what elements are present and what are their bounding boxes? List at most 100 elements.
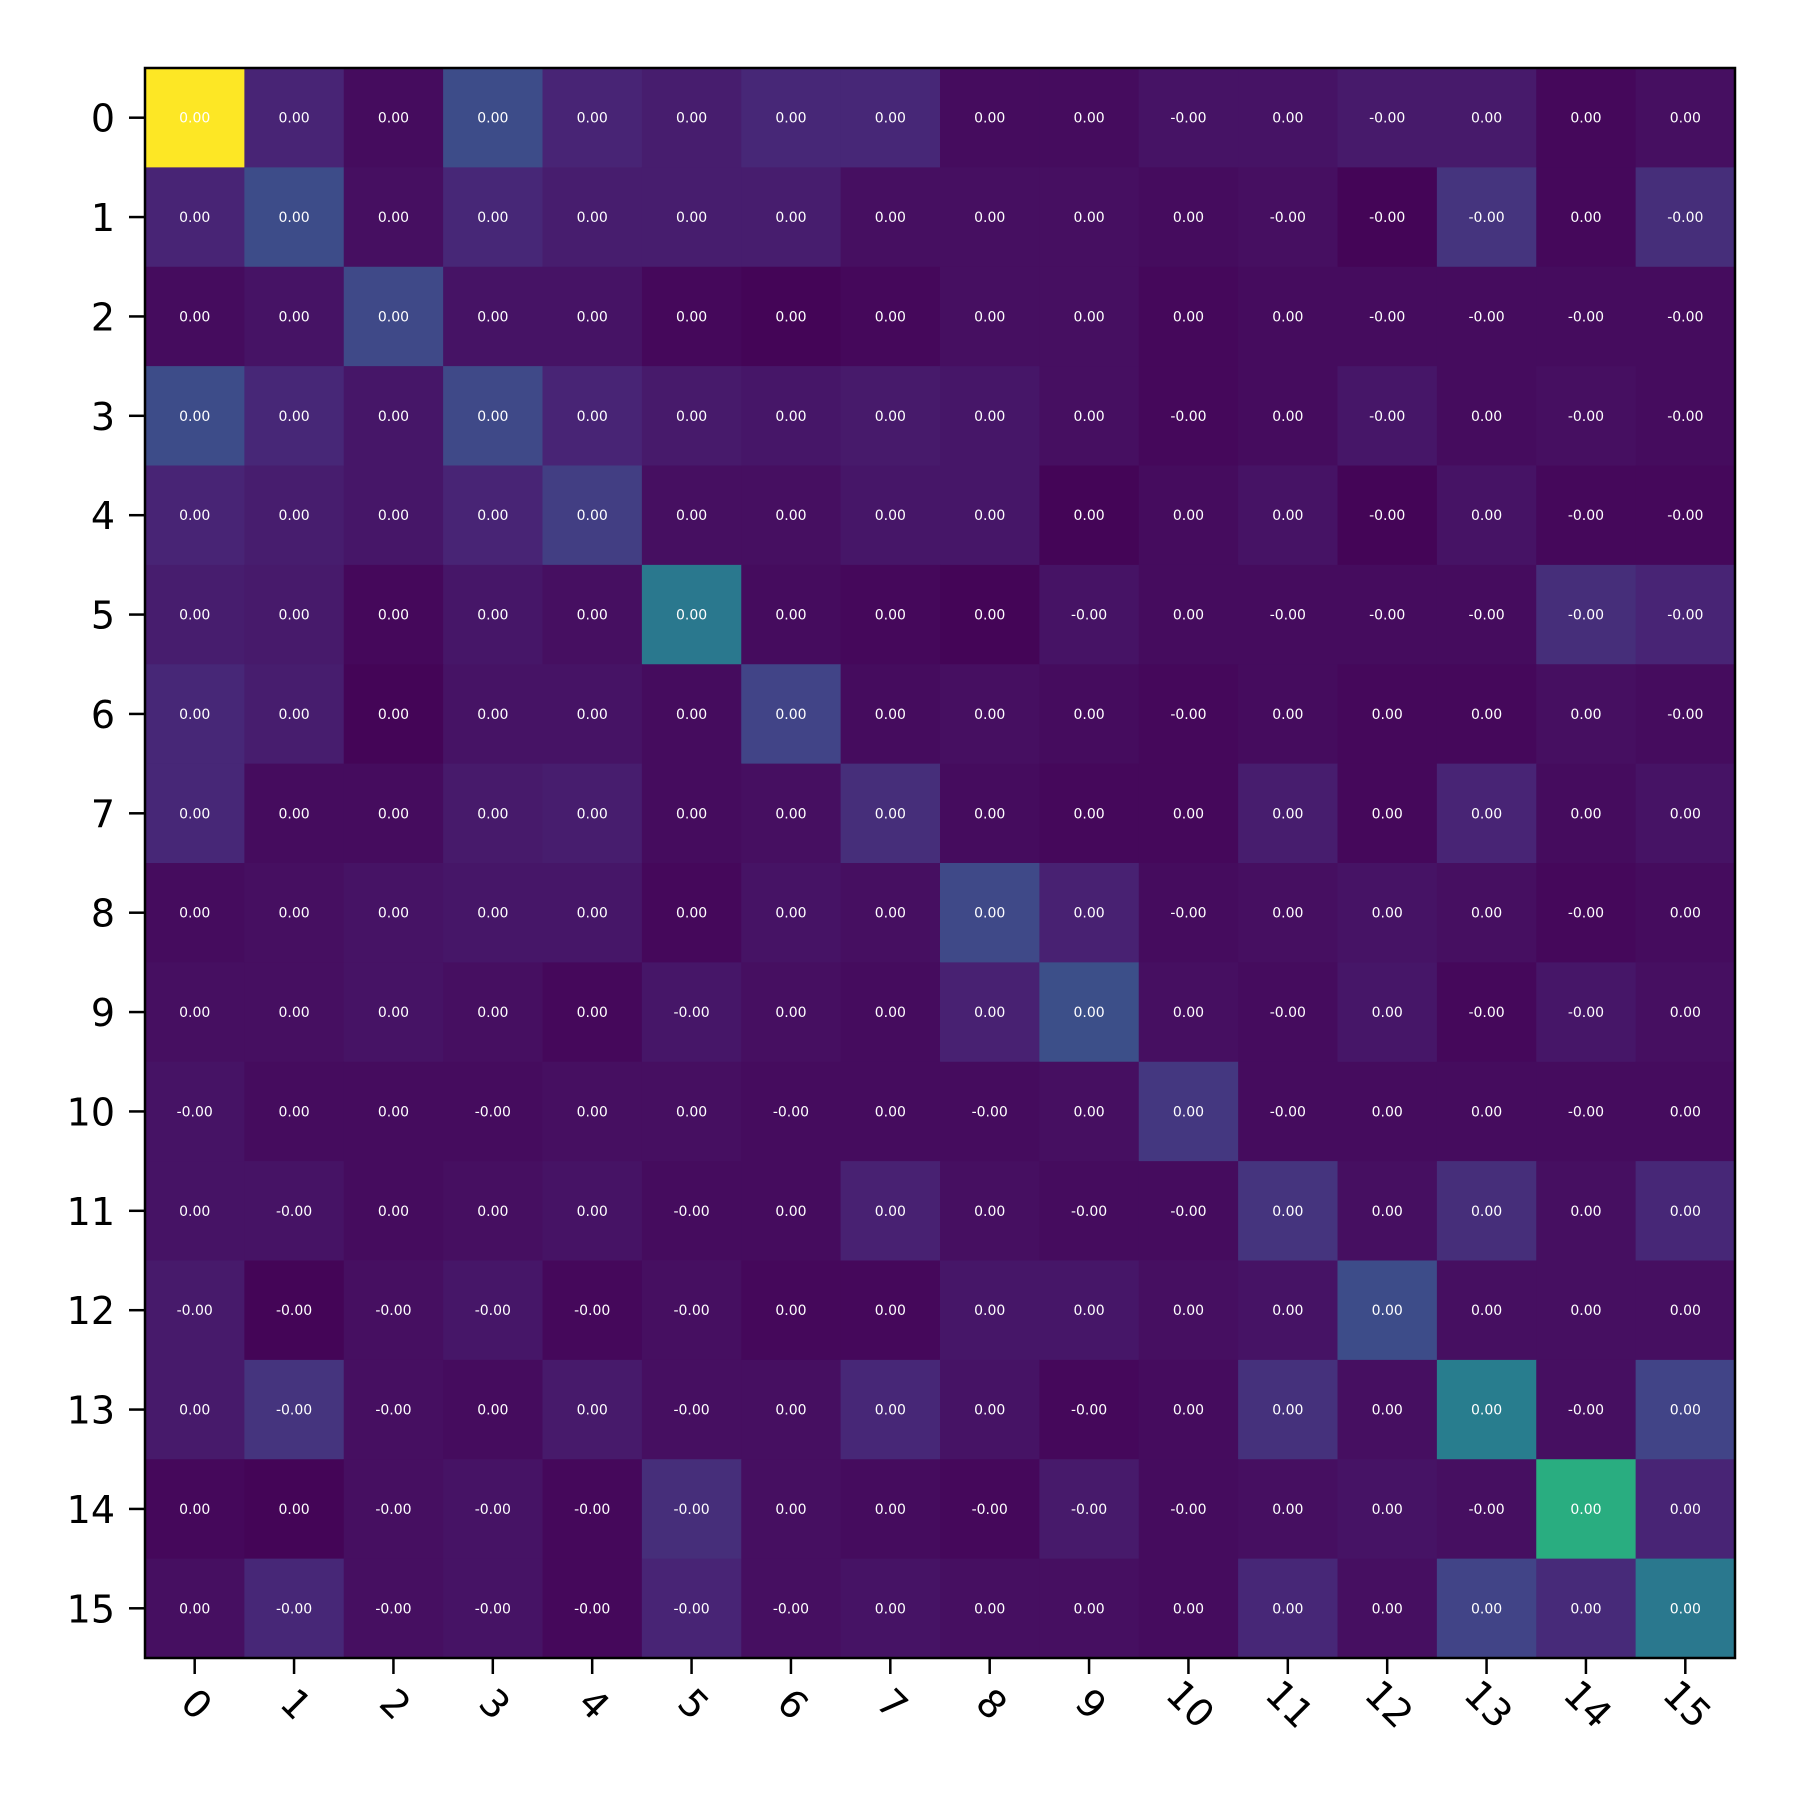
cell-value-label: 0.00: [974, 1403, 1005, 1419]
heatmap-cell: [244, 962, 345, 1063]
heatmap-cell: [542, 465, 643, 566]
cell-value-label: 0.00: [1173, 1403, 1204, 1419]
heatmap-cell: [1337, 1161, 1438, 1261]
heatmap-cell: [1635, 1359, 1736, 1460]
cell-value-label: 0.00: [1272, 1303, 1303, 1319]
cell-value-label: 0.00: [577, 1005, 608, 1021]
cell-value-label: 0.00: [378, 309, 409, 325]
heatmap-cell: [741, 1260, 842, 1361]
cell-value-label: 0.00: [1372, 1303, 1403, 1319]
cell-value-label: 0.00: [775, 409, 806, 425]
heatmap-cell: [1337, 564, 1438, 665]
y-tick-label: 8: [91, 892, 115, 936]
cell-value-label: 0.00: [378, 1005, 409, 1021]
cell-value-label: 0.00: [1570, 111, 1601, 127]
heatmap-cell: [343, 1260, 444, 1361]
heatmap-cell: [940, 366, 1040, 466]
heatmap-cell: [840, 962, 941, 1063]
heatmap-cell: [145, 564, 245, 665]
cell-value-label: 0.00: [1272, 111, 1303, 127]
heatmap-cell: [940, 1459, 1040, 1560]
heatmap-cell: [244, 1061, 345, 1162]
heatmap-cell: [1436, 564, 1537, 665]
heatmap-cell: [741, 763, 842, 864]
heatmap-cell: [940, 1558, 1040, 1659]
cell-value-label: 0.00: [278, 309, 309, 325]
x-tick-label: 15: [1654, 1672, 1719, 1737]
heatmap-cell: [840, 366, 941, 466]
cell-value-label: -0.00: [375, 1303, 411, 1319]
cell-value-label: 0.00: [974, 1005, 1005, 1021]
heatmap-cell: [1635, 266, 1736, 367]
cell-value-label: -0.00: [1170, 707, 1206, 723]
cell-value-label: 0.00: [378, 210, 409, 226]
cell-value-label: -0.00: [1667, 508, 1703, 524]
heatmap-cell: [145, 1558, 245, 1659]
cell-value-label: 0.00: [179, 1005, 210, 1021]
heatmap-cell: [840, 266, 941, 367]
cell-value-label: 0.00: [676, 608, 707, 624]
cell-value-label: 0.00: [1372, 906, 1403, 922]
cell-value-label: -0.00: [574, 1303, 610, 1319]
heatmap-cell: [940, 1061, 1040, 1162]
heatmap-cell: [1039, 266, 1140, 367]
heatmap-cell: [1238, 1061, 1338, 1162]
cell-value-label: 0.00: [278, 806, 309, 822]
heatmap-cell: [641, 1359, 742, 1460]
heatmap-cell: [1635, 1061, 1736, 1162]
cell-value-label: 0.00: [179, 1502, 210, 1518]
cell-value-label: 0.00: [1570, 1601, 1601, 1617]
heatmap-cell: [343, 763, 444, 864]
heatmap-cell: [1138, 763, 1239, 864]
heatmap-cell: [641, 366, 742, 466]
cell-value-label: 0.00: [477, 111, 508, 127]
cell-value-label: 0.00: [676, 409, 707, 425]
heatmap-cell: [145, 1260, 245, 1361]
y-tick-label: 9: [91, 991, 115, 1035]
cell-value-label: 0.00: [278, 210, 309, 226]
cell-value-label: 0.00: [974, 707, 1005, 723]
heatmap-cell: [244, 1359, 345, 1460]
cell-value-label: 0.00: [1670, 1502, 1701, 1518]
cell-value-label: 0.00: [974, 608, 1005, 624]
cell-value-label: 0.00: [875, 1005, 906, 1021]
heatmap-cell: [145, 863, 245, 963]
cell-value-label: 0.00: [676, 906, 707, 922]
heatmap-cell: [1635, 763, 1736, 864]
cell-value-label: 0.00: [1471, 508, 1502, 524]
heatmap-cell: [1138, 1359, 1239, 1460]
cell-value-label: 0.00: [1173, 508, 1204, 524]
cell-value-label: 0.00: [1272, 906, 1303, 922]
cell-value-label: 0.00: [1173, 1005, 1204, 1021]
heatmap-cell: [443, 564, 543, 665]
cell-value-label: -0.00: [1369, 508, 1405, 524]
heatmap-cell: [343, 266, 444, 367]
heatmap-cell: [940, 962, 1040, 1063]
heatmap-cell: [1039, 1359, 1140, 1460]
cell-value-label: 0.00: [974, 1601, 1005, 1617]
cell-value-label: 0.00: [974, 210, 1005, 226]
cell-value-label: -0.00: [972, 1502, 1008, 1518]
cell-value-label: 0.00: [974, 111, 1005, 127]
heatmap-cell: [1337, 962, 1438, 1063]
cell-value-label: -0.00: [773, 1601, 809, 1617]
heatmap-cell: [443, 763, 543, 864]
heatmap-cell: [1436, 366, 1537, 466]
heatmap-cell: [1238, 465, 1338, 566]
heatmap-cell: [244, 465, 345, 566]
cell-value-label: 0.00: [875, 309, 906, 325]
x-tick-label: 6: [769, 1680, 817, 1728]
x-tick-label: 14: [1555, 1672, 1620, 1737]
heatmap-cell: [741, 962, 842, 1063]
x-tick-label: 1: [272, 1680, 320, 1728]
heatmap-cell: [1039, 763, 1140, 864]
heatmap-cell: [343, 167, 444, 268]
cell-value-label: -0.00: [1468, 608, 1504, 624]
cell-value-label: 0.00: [1471, 1403, 1502, 1419]
heatmap-cell: [1536, 1558, 1637, 1659]
heatmap-cell: [443, 465, 543, 566]
cell-value-label: 0.00: [1670, 806, 1701, 822]
cell-value-label: 0.00: [477, 1005, 508, 1021]
cell-value-label: -0.00: [1568, 1403, 1604, 1419]
heatmap-cell: [542, 962, 643, 1063]
